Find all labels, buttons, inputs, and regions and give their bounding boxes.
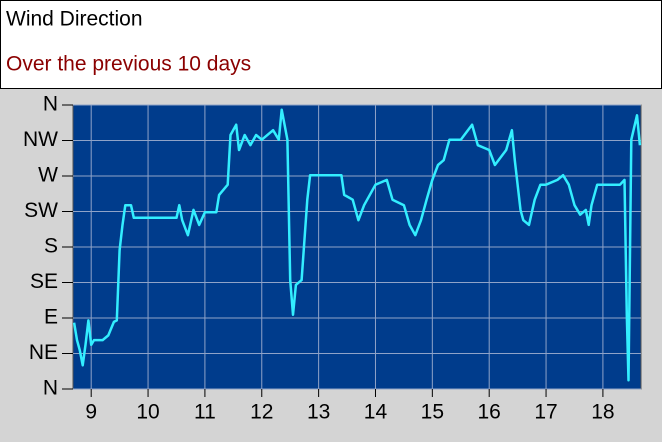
y-tick-label: NW [23, 128, 58, 151]
x-tick-label: 9 [85, 401, 97, 424]
y-tick-label: SE [30, 270, 58, 293]
x-tick-label: 17 [534, 401, 557, 424]
line [72, 108, 642, 382]
y-tick-label: SW [24, 199, 58, 222]
x-tick-label: 12 [250, 401, 273, 424]
y-tick-label: N [43, 377, 58, 400]
x-tick-label: 10 [136, 401, 159, 424]
y-tick-label: NE [29, 341, 58, 364]
y-tick-label: S [44, 235, 58, 258]
y-tick-label: N [43, 93, 58, 116]
chart-title: Wind Direction [6, 8, 143, 31]
chart-subtitle: Over the previous 10 days [6, 53, 251, 76]
x-tick-label: 16 [478, 401, 501, 424]
x-tick-label: 11 [194, 401, 216, 424]
x-tick-label: 14 [364, 401, 388, 424]
y-tick-label: E [44, 306, 58, 329]
y-tick-label: W [38, 164, 58, 187]
x-tick-label: 18 [591, 401, 614, 424]
x-tick-label: 13 [307, 401, 330, 424]
header-panel [0, 0, 662, 89]
x-tick-label: 15 [421, 401, 444, 424]
